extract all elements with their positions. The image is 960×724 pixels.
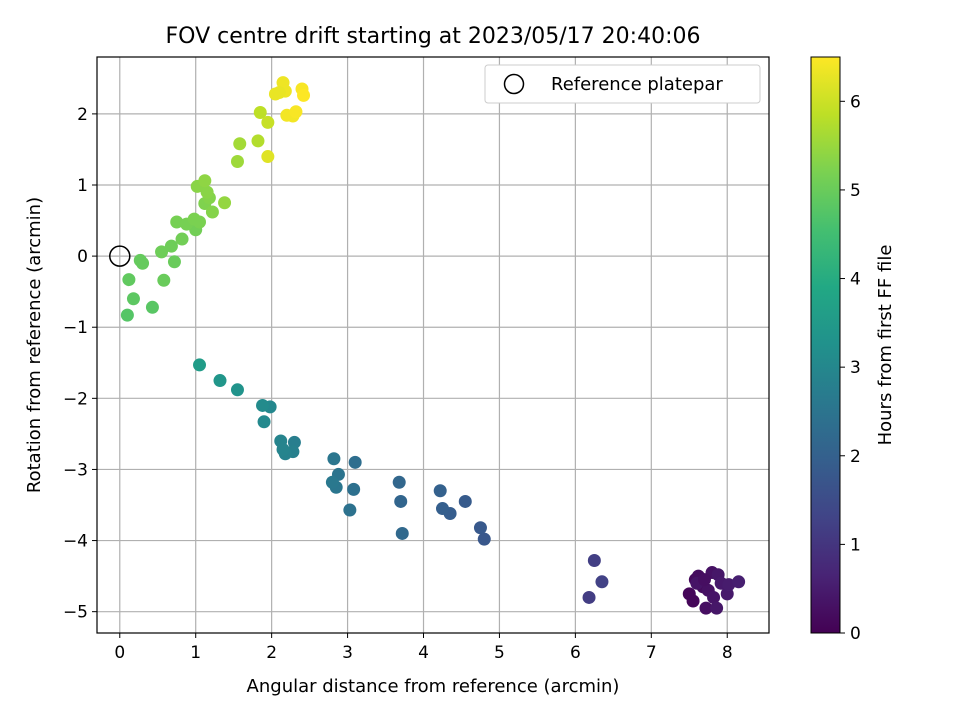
colorbar-tick-label: 2 bbox=[850, 447, 861, 467]
x-tick-label: 3 bbox=[342, 643, 353, 663]
data-point bbox=[699, 601, 713, 615]
y-tick-label: 1 bbox=[77, 176, 88, 196]
y-tick-label: 2 bbox=[77, 105, 88, 125]
data-point bbox=[347, 482, 361, 496]
data-point bbox=[392, 475, 406, 489]
x-axis-label: Angular distance from reference (arcmin) bbox=[247, 676, 620, 697]
y-tick-label: −2 bbox=[63, 389, 88, 409]
grid-lines bbox=[97, 57, 769, 633]
y-tick-label: −4 bbox=[63, 532, 88, 552]
legend-box bbox=[484, 64, 761, 104]
y-axis-label: Rotation from reference (arcmin) bbox=[24, 197, 45, 493]
data-point bbox=[343, 503, 357, 517]
data-point bbox=[230, 155, 244, 169]
colorbar-tick-label: 6 bbox=[850, 92, 861, 112]
legend-reference-label: Reference platepar bbox=[551, 74, 723, 95]
data-point bbox=[710, 601, 724, 615]
data-point bbox=[136, 256, 150, 270]
data-point bbox=[435, 502, 449, 516]
data-point bbox=[722, 578, 736, 592]
colorbar-label: Hours from first FF file bbox=[875, 245, 896, 446]
data-point bbox=[732, 575, 746, 589]
y-axis-ticks: −5 −4 −3 −2 −1 0 1 2 bbox=[63, 105, 97, 623]
data-point bbox=[394, 494, 408, 508]
y-tick-label: 0 bbox=[77, 247, 88, 267]
x-tick-label: 8 bbox=[722, 643, 733, 663]
colorbar-tick-label: 0 bbox=[850, 624, 861, 644]
y-tick-label: −3 bbox=[63, 460, 88, 480]
x-tick-label: 7 bbox=[646, 643, 657, 663]
y-tick-label: −1 bbox=[63, 318, 88, 338]
data-point bbox=[193, 358, 207, 372]
data-point bbox=[193, 215, 207, 229]
data-point bbox=[261, 115, 275, 129]
data-point bbox=[595, 575, 609, 589]
data-point bbox=[276, 443, 290, 457]
legend: Reference platepar bbox=[484, 64, 761, 104]
colorbar-tick-label: 5 bbox=[850, 181, 861, 201]
data-point bbox=[477, 532, 491, 546]
reference-marker bbox=[109, 245, 131, 267]
legend-reference-marker bbox=[503, 73, 525, 95]
data-point bbox=[175, 232, 189, 246]
data-point bbox=[256, 398, 270, 412]
data-point bbox=[251, 134, 265, 148]
chart-title: FOV centre drift starting at 2023/05/17 … bbox=[166, 24, 701, 49]
data-point bbox=[458, 494, 472, 508]
data-point bbox=[200, 185, 214, 199]
y-tick-label: −5 bbox=[63, 603, 88, 623]
data-point bbox=[261, 150, 275, 164]
data-point bbox=[155, 245, 169, 259]
data-point bbox=[164, 239, 178, 253]
data-point bbox=[473, 521, 487, 535]
data-point bbox=[198, 174, 212, 188]
x-tick-label: 2 bbox=[266, 643, 277, 663]
x-tick-label: 4 bbox=[418, 643, 429, 663]
colorbar-ticks: 0 1 2 3 4 5 6 bbox=[840, 92, 861, 644]
data-point bbox=[233, 137, 247, 151]
data-point bbox=[433, 484, 447, 498]
x-tick-label: 6 bbox=[570, 643, 581, 663]
data-point bbox=[297, 88, 311, 102]
data-point bbox=[218, 196, 232, 210]
data-point bbox=[120, 308, 134, 322]
colorbar: 0 1 2 3 4 5 6 Hours from first FF file bbox=[810, 56, 896, 644]
x-tick-label: 0 bbox=[114, 643, 125, 663]
data-point bbox=[253, 105, 267, 119]
data-point bbox=[230, 383, 244, 397]
data-point bbox=[582, 590, 596, 604]
data-point bbox=[325, 475, 339, 489]
data-point bbox=[257, 415, 271, 429]
plot-frame bbox=[96, 56, 770, 634]
x-axis-ticks: 0 1 2 3 4 5 6 7 8 bbox=[114, 633, 733, 663]
data-points bbox=[120, 76, 746, 615]
data-point bbox=[697, 573, 711, 587]
reference-platepar-marker bbox=[109, 245, 131, 267]
colorbar-tick-label: 3 bbox=[850, 358, 861, 378]
data-point bbox=[327, 452, 341, 466]
data-point bbox=[167, 255, 181, 269]
x-tick-label: 1 bbox=[190, 643, 201, 663]
data-point bbox=[707, 590, 721, 604]
data-point bbox=[145, 300, 159, 314]
data-point bbox=[272, 86, 286, 100]
colorbar-gradient bbox=[810, 56, 841, 634]
x-tick-label: 5 bbox=[494, 643, 505, 663]
colorbar-tick-label: 1 bbox=[850, 535, 861, 555]
data-point bbox=[126, 292, 140, 306]
data-point bbox=[157, 273, 171, 287]
data-point bbox=[395, 526, 409, 540]
data-point bbox=[348, 455, 362, 469]
data-point bbox=[213, 374, 227, 388]
data-point bbox=[686, 594, 700, 608]
data-point bbox=[587, 553, 601, 567]
data-point bbox=[205, 205, 219, 219]
data-point bbox=[289, 105, 303, 119]
data-point bbox=[122, 273, 136, 287]
data-point bbox=[170, 215, 184, 229]
colorbar-tick-label: 4 bbox=[850, 270, 861, 290]
